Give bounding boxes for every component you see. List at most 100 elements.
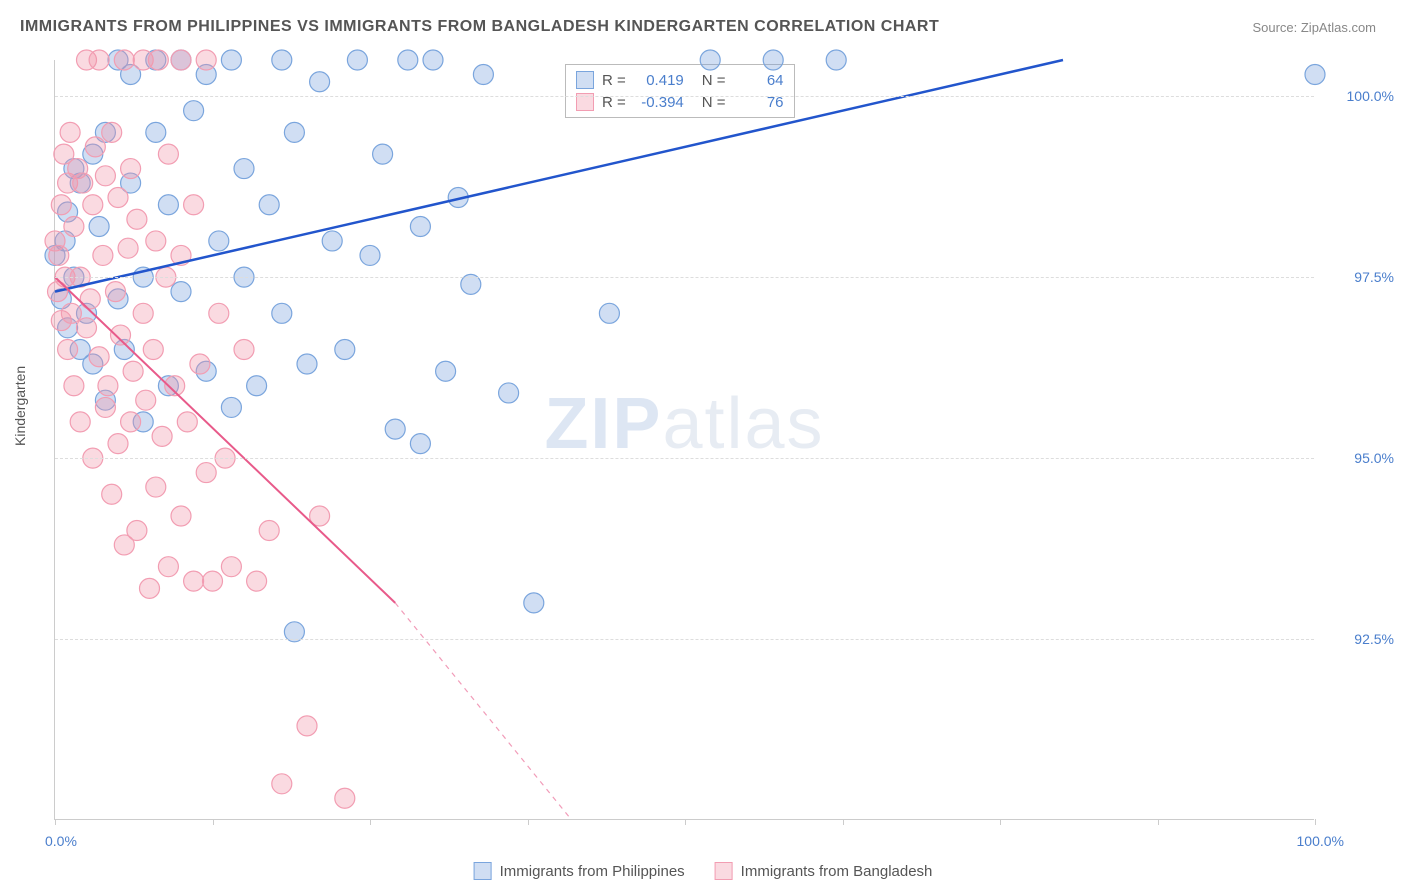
- x-tick: [685, 819, 686, 825]
- data-point: [247, 376, 267, 396]
- x-tick: [370, 819, 371, 825]
- data-point: [763, 50, 783, 70]
- data-point: [58, 340, 78, 360]
- data-point: [410, 216, 430, 236]
- data-point: [136, 390, 156, 410]
- legend-bottom: Immigrants from Philippines Immigrants f…: [474, 862, 933, 880]
- data-point: [108, 188, 128, 208]
- data-point: [114, 50, 134, 70]
- data-point: [61, 303, 81, 323]
- data-point: [259, 520, 279, 540]
- data-point: [209, 231, 229, 251]
- data-point: [49, 245, 69, 265]
- data-point: [123, 361, 143, 381]
- data-point: [118, 238, 138, 258]
- legend-label-1: Immigrants from Philippines: [500, 863, 685, 880]
- data-point: [133, 303, 153, 323]
- data-point: [499, 383, 519, 403]
- y-tick-label: 100.0%: [1347, 88, 1394, 104]
- data-point: [410, 434, 430, 454]
- x-tick: [213, 819, 214, 825]
- data-point: [196, 463, 216, 483]
- data-point: [184, 101, 204, 121]
- chart-title: IMMIGRANTS FROM PHILIPPINES VS IMMIGRANT…: [20, 18, 939, 36]
- data-point: [158, 557, 178, 577]
- data-point: [221, 557, 241, 577]
- data-point: [272, 50, 292, 70]
- y-axis-title: Kindergarten: [12, 366, 28, 446]
- y-tick-label: 97.5%: [1354, 269, 1394, 285]
- data-point: [108, 434, 128, 454]
- data-point: [360, 245, 380, 265]
- data-point: [95, 166, 115, 186]
- data-point: [148, 50, 168, 70]
- data-point: [247, 571, 267, 591]
- data-point: [73, 173, 93, 193]
- data-point: [143, 340, 163, 360]
- data-point: [209, 303, 229, 323]
- data-point: [171, 50, 191, 70]
- data-point: [234, 159, 254, 179]
- data-point: [259, 195, 279, 215]
- data-point: [64, 216, 84, 236]
- trend-line-blue: [55, 60, 1063, 292]
- data-point: [196, 50, 216, 70]
- data-point: [102, 122, 122, 142]
- data-point: [64, 376, 84, 396]
- gridline: [55, 458, 1314, 459]
- data-point: [89, 50, 109, 70]
- data-point: [373, 144, 393, 164]
- data-point: [127, 520, 147, 540]
- data-point: [203, 571, 223, 591]
- y-tick-label: 95.0%: [1354, 450, 1394, 466]
- data-point: [700, 50, 720, 70]
- data-point: [284, 122, 304, 142]
- data-point: [152, 426, 172, 446]
- legend-swatch-pink-icon: [715, 862, 733, 880]
- x-tick: [843, 819, 844, 825]
- data-point: [221, 397, 241, 417]
- x-tick: [55, 819, 56, 825]
- data-point: [272, 774, 292, 794]
- data-point: [111, 325, 131, 345]
- x-max-label: 100.0%: [1297, 833, 1344, 849]
- legend-item-2: Immigrants from Bangladesh: [715, 862, 933, 880]
- data-point: [1305, 64, 1325, 84]
- x-tick: [1000, 819, 1001, 825]
- data-point: [234, 340, 254, 360]
- data-point: [140, 578, 160, 598]
- data-point: [190, 354, 210, 374]
- data-point: [347, 50, 367, 70]
- legend-swatch-blue-icon: [474, 862, 492, 880]
- data-point: [221, 50, 241, 70]
- data-point: [297, 354, 317, 374]
- data-point: [95, 397, 115, 417]
- data-point: [158, 144, 178, 164]
- y-tick-label: 92.5%: [1354, 631, 1394, 647]
- data-point: [70, 412, 90, 432]
- data-point: [385, 419, 405, 439]
- legend-item-1: Immigrants from Philippines: [474, 862, 685, 880]
- trend-line-pink: [55, 277, 395, 603]
- data-point: [473, 64, 493, 84]
- data-point: [77, 318, 97, 338]
- data-point: [98, 376, 118, 396]
- data-point: [80, 289, 100, 309]
- data-point: [297, 716, 317, 736]
- data-point: [51, 195, 71, 215]
- plot-area: ZIPatlas R = 0.419 N = 64 R = -0.394 N =…: [54, 60, 1314, 820]
- trend-line-pink-dashed: [395, 603, 571, 820]
- data-point: [423, 50, 443, 70]
- gridline: [55, 639, 1314, 640]
- data-point: [85, 137, 105, 157]
- data-point: [121, 159, 141, 179]
- data-point: [146, 477, 166, 497]
- data-point: [146, 231, 166, 251]
- data-point: [177, 412, 197, 432]
- data-point: [171, 282, 191, 302]
- data-point: [524, 593, 544, 613]
- data-point: [826, 50, 846, 70]
- x-min-label: 0.0%: [45, 833, 77, 849]
- data-point: [171, 506, 191, 526]
- data-point: [105, 282, 125, 302]
